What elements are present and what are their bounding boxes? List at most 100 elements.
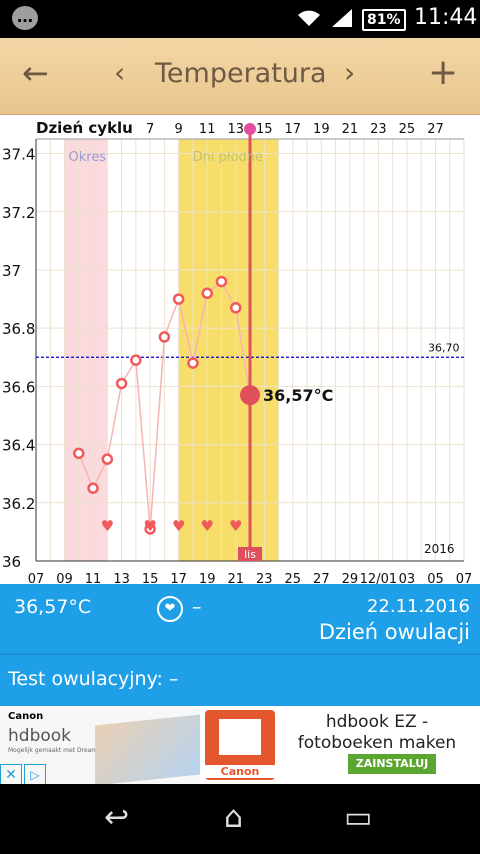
cycle-day-label: 17 (285, 122, 302, 137)
ad-close-icon[interactable]: ✕ (0, 764, 22, 786)
ad-banner[interactable]: Canon hdbook Mogelijk gemaakt met DreamL… (0, 706, 480, 786)
period-band (64, 139, 108, 561)
x-date-label: 29 (342, 572, 359, 584)
next-chevron-icon[interactable]: › (344, 56, 356, 89)
chat-icon: … (12, 6, 38, 30)
y-tick-label: 37.2 (2, 204, 35, 222)
ad-product: hdbook (8, 726, 72, 746)
install-button[interactable]: ZAINSTALUJ (348, 754, 436, 774)
y-tick-label: 36.6 (2, 378, 35, 396)
logo-label: Canon (205, 765, 275, 778)
temperature-point (73, 447, 85, 460)
year-label: 2016 (424, 542, 455, 556)
selected-day-marker (244, 123, 256, 135)
ad-image[interactable]: Canon hdbook Mogelijk gemaakt met DreamL… (0, 706, 200, 786)
cycle-day-label: 23 (370, 122, 387, 137)
intercourse-heart-icon: ♥ (229, 517, 242, 535)
status-bar: … 81% 11:44 (0, 0, 480, 38)
intercourse-heart-icon: ♥ (101, 517, 114, 535)
wifi-icon (298, 10, 320, 26)
ad-title-line1: hdbook EZ - (325, 712, 429, 732)
x-date-label: 03 (399, 572, 416, 584)
intercourse-heart-icon: ♥ (172, 517, 185, 535)
signal-icon (332, 9, 352, 27)
temperature-point (187, 357, 199, 369)
x-date-label: 25 (285, 572, 302, 584)
cycle-day-label: 7 (146, 122, 154, 137)
ad-small-text: Mogelijk gemaakt met DreamLabo 5000 (8, 747, 129, 754)
ad-brand: Canon (8, 711, 44, 722)
nav-recents-icon[interactable]: ▭ (344, 800, 373, 835)
cycle-day-label: 15 (256, 122, 273, 137)
cycle-day-label: 25 (399, 122, 416, 137)
temperature-point (101, 453, 114, 465)
system-nav-bar: ↩ ⌂ ▭ (0, 784, 480, 854)
cycle-phase: Dzień owulacji (318, 620, 470, 644)
cycle-day-label: 21 (342, 122, 359, 137)
y-tick-label: 37.4 (2, 146, 35, 164)
ad-title-line2: fotoboeken maken (297, 733, 457, 753)
ovulation-test-status[interactable]: Test owulacyjny: – (8, 668, 179, 690)
cycle-day-label: 27 (427, 122, 444, 137)
selected-temperature-label: 36,57°C (263, 386, 333, 405)
temperature-point (172, 293, 185, 305)
selected-day-tag-bg (238, 547, 262, 561)
x-date-label: 13 (113, 572, 130, 584)
canon-app-logo[interactable]: Canon (205, 710, 275, 780)
x-date-label: 27 (313, 572, 330, 584)
day-info-panel[interactable]: 36,57°C ❤ – 22.11.2016 Dzień owulacji Te… (0, 584, 480, 706)
cycle-day-label: 13 (227, 122, 244, 137)
nav-home-icon[interactable]: ⌂ (224, 800, 244, 835)
cycle-day-label: 9 (175, 122, 183, 137)
temperature-point (201, 287, 213, 299)
clock: 11:44 (414, 5, 478, 30)
ad-choices-icon[interactable]: ▷ (24, 764, 46, 786)
intercourse-heart-icon: ♥ (200, 517, 213, 535)
back-arrow-icon[interactable]: ← (22, 54, 49, 92)
y-tick-label: 37 (2, 262, 21, 280)
selected-temperature-point (240, 385, 260, 406)
period-band-label: Okres (69, 150, 107, 165)
x-date-label: 05 (427, 572, 444, 584)
heart-icon[interactable]: ❤ (157, 596, 183, 622)
temperature-point (130, 354, 142, 366)
fertile-band (178, 139, 279, 561)
nav-back-icon[interactable]: ↩ (104, 800, 130, 835)
cycle-day-label: 19 (313, 122, 330, 137)
add-icon[interactable]: + (428, 52, 459, 93)
temperature-value: 36,57°C (14, 596, 92, 618)
temperature-point (215, 275, 228, 288)
x-date-label: 07 (28, 572, 45, 584)
previous-chevron-icon[interactable]: ‹ (114, 56, 126, 89)
temperature-chart[interactable]: Okres Dni płodne 37.4 37.2 37 36.8 36.6 36.4 36.… (0, 115, 480, 587)
x-date-label: 07 (456, 572, 473, 584)
battery-indicator: 81% (362, 9, 406, 31)
x-date-label: 09 (56, 572, 73, 584)
x-date-label: 17 (170, 572, 187, 584)
photo-book-icon (219, 719, 261, 755)
intercourse-heart-icon: ♥ (143, 517, 156, 535)
temperature-point (115, 377, 128, 390)
coverline-label: 36,70 (428, 341, 460, 354)
fertile-band-label: Dni płodne (193, 150, 263, 165)
x-date-label: 11 (85, 572, 102, 584)
cycle-day-label: 11 (199, 122, 216, 137)
temperature-point (229, 302, 242, 314)
x-date-label: 19 (199, 572, 216, 584)
intercourse-value: – (192, 596, 202, 618)
y-tick-label: 36 (2, 553, 21, 571)
y-tick-label: 36.4 (2, 437, 35, 455)
temperature-point (87, 482, 99, 494)
ad-title: hdbook EZ - fotoboeken maken (282, 712, 472, 754)
temperature-point (158, 331, 171, 343)
selected-day-tag: lis (244, 548, 256, 561)
divider (0, 653, 480, 655)
x-date-label: 15 (142, 572, 159, 584)
selected-date: 22.11.2016 (366, 596, 470, 617)
temperature-chart-svg[interactable]: Okres Dni płodne 37.4 37.2 37 36.8 36.6 36.4 36.… (0, 115, 480, 587)
screen-title: Temperatura (155, 58, 327, 89)
temperature-point (144, 523, 156, 535)
y-tick-label: 36.2 (2, 495, 35, 513)
x-date-label: 21 (227, 572, 244, 584)
y-tick-label: 36.8 (2, 320, 35, 338)
